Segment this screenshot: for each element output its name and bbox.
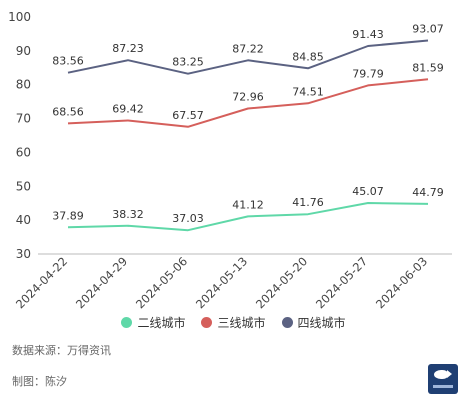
data-label: 72.96 [232, 91, 264, 104]
data-label: 87.22 [232, 42, 264, 55]
data-label: 79.79 [352, 67, 384, 80]
series-line-1 [67, 78, 429, 128]
data-label: 68.56 [52, 105, 84, 118]
x-tick-label: 2024-06-03 [373, 254, 430, 310]
data-label: 74.51 [292, 85, 324, 98]
logo-bar [433, 385, 453, 388]
series-lines [67, 39, 429, 232]
data-label: 45.07 [352, 185, 384, 198]
y-tick-label: 50 [16, 179, 31, 193]
publisher-logo [428, 364, 458, 394]
data-label: 83.25 [172, 56, 204, 69]
y-tick-label: 40 [16, 213, 31, 227]
y-tick-label: 100 [8, 10, 31, 24]
series-line-2 [67, 39, 429, 75]
legend-item-tier3[interactable]: 三线城市 [201, 314, 266, 331]
x-tick-label: 2024-05-06 [133, 254, 190, 310]
data-label: 87.23 [112, 42, 144, 55]
data-label: 38.32 [112, 208, 144, 221]
series-line-0 [67, 202, 429, 232]
y-axis-ticks: 30 40 50 60 70 80 90 100 [8, 10, 31, 261]
x-tick-label: 2024-05-13 [193, 254, 250, 310]
data-label: 91.43 [352, 28, 384, 41]
legend-label-tier4: 四线城市 [297, 316, 346, 330]
data-label: 83.56 [52, 55, 84, 68]
legend: 二线城市 三线城市 四线城市 [0, 314, 467, 331]
data-label: 81.59 [412, 61, 444, 74]
x-tick-label: 2024-05-27 [313, 254, 370, 310]
x-axis-ticks: 2024-04-22 2024-04-29 2024-05-06 2024-05-13… [13, 254, 430, 310]
data-label: 41.12 [232, 198, 264, 211]
legend-swatch-tier3 [201, 317, 213, 328]
legend-swatch-tier4 [281, 317, 293, 328]
y-tick-label: 90 [16, 44, 31, 58]
data-label: 41.76 [292, 196, 324, 209]
data-source: 数据来源：万得资讯 [12, 344, 111, 357]
chart-credit: 制图：陈汐 [12, 375, 67, 388]
x-tick-label: 2024-05-20 [253, 254, 310, 310]
data-label: 44.79 [412, 186, 444, 199]
data-label: 67.57 [172, 109, 204, 122]
legend-label-tier2: 二线城市 [137, 316, 186, 330]
legend-label-tier3: 三线城市 [217, 316, 266, 330]
legend-item-tier2[interactable]: 二线城市 [121, 314, 185, 331]
legend-item-tier4[interactable]: 四线城市 [281, 314, 346, 331]
fish-icon [434, 370, 448, 379]
data-label: 84.85 [292, 50, 324, 63]
y-tick-label: 80 [16, 78, 31, 92]
y-tick-label: 60 [16, 145, 31, 159]
data-label: 37.89 [52, 209, 84, 222]
y-tick-label: 30 [16, 247, 31, 261]
x-tick-label: 2024-04-29 [73, 254, 130, 310]
legend-swatch-tier2 [121, 317, 133, 328]
data-label: 93.07 [412, 22, 444, 35]
x-tick-label: 2024-04-22 [13, 254, 70, 310]
y-tick-label: 70 [16, 112, 31, 126]
data-label: 37.03 [172, 212, 204, 225]
data-labels: 37.89 38.32 37.03 41.12 41.76 45.07 44.79 68.56… [52, 22, 444, 225]
data-label: 69.42 [112, 103, 144, 116]
fish-tail-icon [447, 370, 452, 378]
